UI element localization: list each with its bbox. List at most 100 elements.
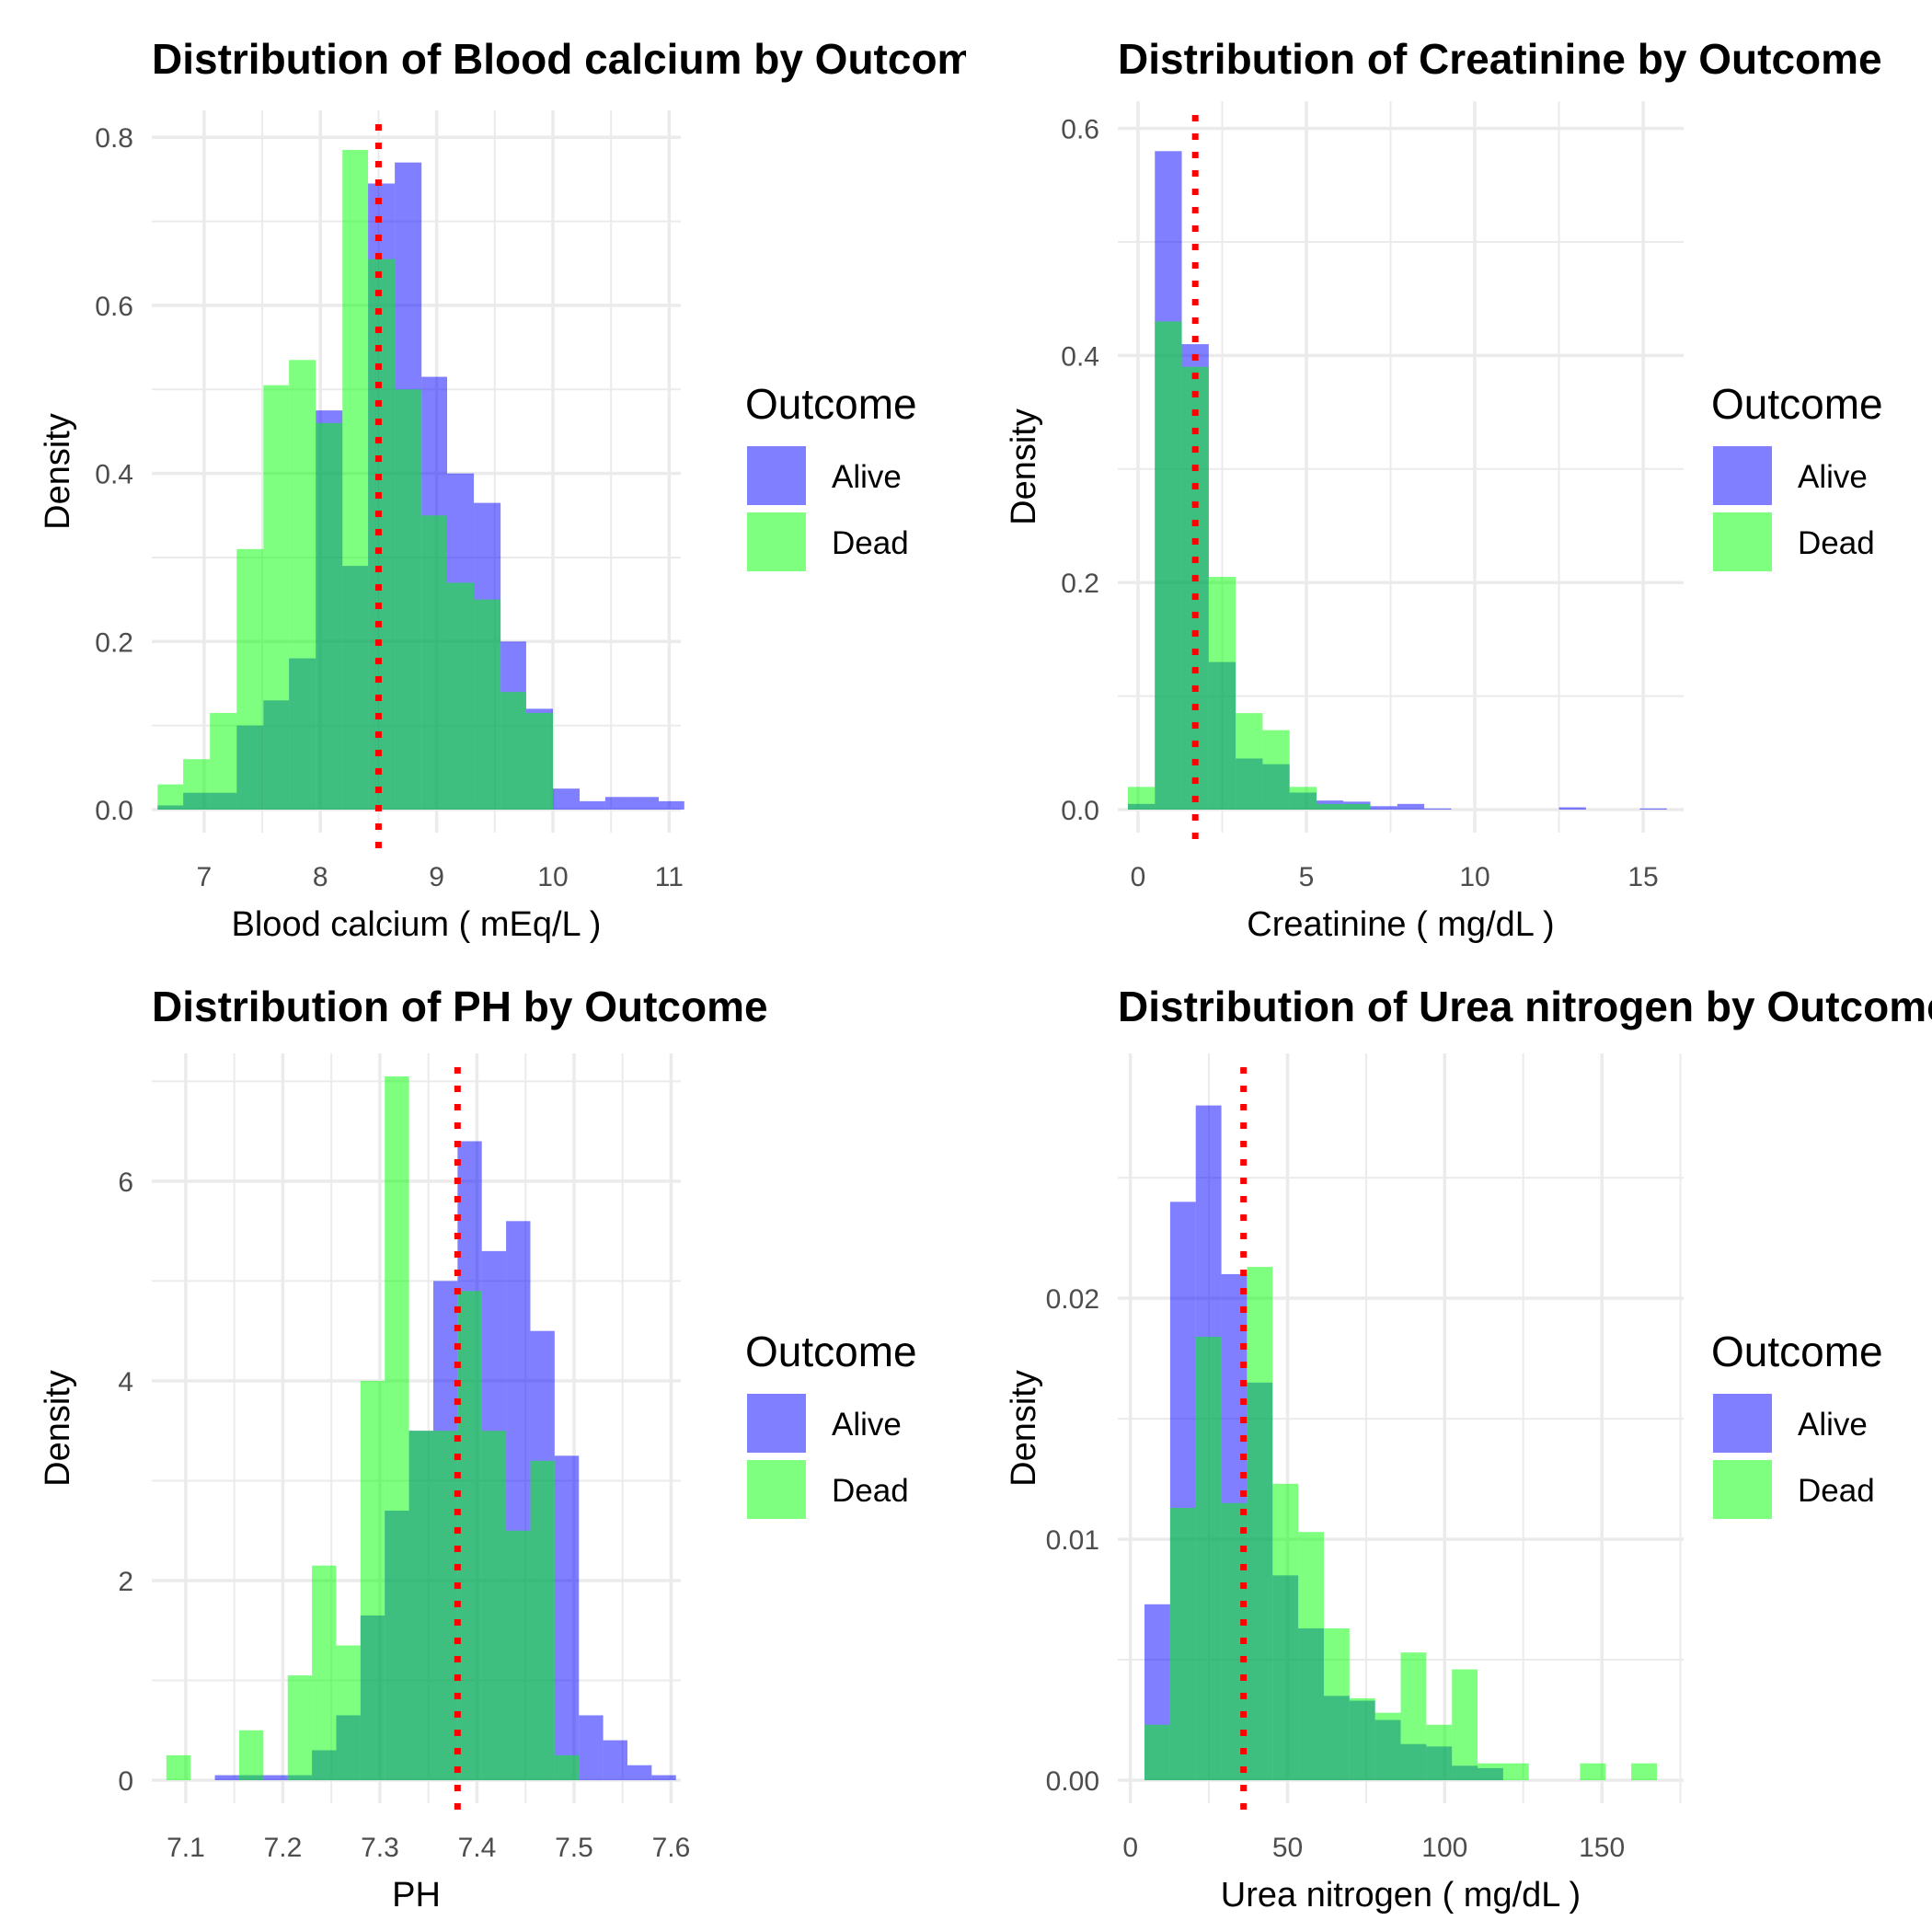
bar-dead xyxy=(481,1431,507,1780)
bar-dead xyxy=(336,1645,361,1780)
bar-alive xyxy=(579,1715,604,1780)
bar-dead xyxy=(157,784,184,810)
bar-dead xyxy=(1181,366,1209,810)
legend-key-alive xyxy=(747,1394,806,1453)
legend-label-alive: Alive xyxy=(832,459,902,495)
y-tick-label: 0.6 xyxy=(95,292,133,322)
bar-dead xyxy=(360,1380,385,1780)
bar-dead xyxy=(1155,321,1182,811)
bar-dead xyxy=(316,422,343,810)
bar-dead xyxy=(1502,1763,1529,1780)
y-tick-label: 0 xyxy=(118,1766,133,1797)
chart-title: Distribution of PH by Outcome xyxy=(152,983,768,1030)
x-axis-label: Urea nitrogen ( mg/dL ) xyxy=(1221,1876,1581,1915)
y-tick-label: 0.4 xyxy=(95,460,133,490)
legend-key-dead xyxy=(747,512,806,571)
legend-title: Outcome xyxy=(1711,1328,1883,1375)
bar-dead xyxy=(1478,1763,1503,1780)
chart-title: Distribution of Urea nitrogen by Outcome xyxy=(1118,983,1932,1030)
y-axis-label: Density xyxy=(1005,1370,1043,1487)
legend-label-alive: Alive xyxy=(1798,459,1868,495)
x-tick-label: 10 xyxy=(537,862,568,892)
legend-key-dead xyxy=(747,1460,806,1519)
chart-title: Distribution of Creatinine by Outcome xyxy=(1118,35,1882,83)
panel-blood-calcium: 7 8 9 10 11 0.0 0.2 0.4 0.6 0.8 Distribution of Bl… xyxy=(0,0,966,966)
y-tick-label: 0.01 xyxy=(1046,1525,1099,1556)
y-axis-label: Density xyxy=(1005,408,1043,525)
bar-alive xyxy=(603,1740,627,1780)
bar-dead xyxy=(1262,730,1290,810)
bar-dead xyxy=(525,712,553,810)
panel-creatinine: 0 5 10 15 0.0 0.2 0.4 0.6 Distribution of Creati… xyxy=(966,0,1932,966)
bar-dead xyxy=(1374,1712,1401,1780)
histogram-svg: 7 8 9 10 11 0.0 0.2 0.4 0.6 0.8 Distribution of Bl… xyxy=(39,35,966,944)
y-tick-label: 0.00 xyxy=(1046,1766,1099,1797)
bar-dead xyxy=(1400,1652,1427,1780)
x-tick-label: 100 xyxy=(1421,1833,1467,1863)
bar-dead xyxy=(395,389,422,810)
bar-alive xyxy=(1370,806,1397,810)
bar-dead xyxy=(1343,803,1371,810)
series-dead xyxy=(1144,1267,1657,1780)
bar-dead xyxy=(210,712,237,810)
bar-alive xyxy=(554,1455,580,1780)
x-tick-label: 0 xyxy=(1131,862,1146,892)
bar-dead xyxy=(1323,1627,1350,1780)
x-tick-label: 15 xyxy=(1627,862,1658,892)
y-tick-label: 0.8 xyxy=(95,123,133,154)
bar-alive xyxy=(552,788,581,810)
bar-dead xyxy=(1195,1337,1222,1780)
bar-dead xyxy=(1349,1697,1375,1780)
bar-dead xyxy=(474,599,501,810)
histogram-svg: 0 50 100 150 0.00 0.01 0.02 Distribution of Ure… xyxy=(1005,983,1932,1915)
y-tick-label: 0.6 xyxy=(1061,115,1099,145)
bar-dead xyxy=(289,360,316,810)
x-tick-label: 50 xyxy=(1272,1833,1303,1863)
bars xyxy=(1127,151,1667,811)
x-tick-label: 9 xyxy=(429,862,444,892)
bar-alive xyxy=(1558,807,1586,810)
bar-dead xyxy=(421,515,447,810)
series-dead xyxy=(1127,321,1371,811)
bar-dead xyxy=(1426,1724,1453,1780)
bar-dead xyxy=(1127,787,1156,810)
bar-dead xyxy=(1298,1532,1324,1780)
bar-dead xyxy=(1169,1508,1196,1780)
x-tick-label: 0 xyxy=(1122,1833,1138,1863)
bar-alive xyxy=(580,800,605,810)
bar-dead xyxy=(1452,1669,1478,1780)
legend-key-alive xyxy=(1713,1394,1772,1453)
bars xyxy=(157,149,684,811)
legend-label-alive: Alive xyxy=(832,1407,902,1443)
bar-alive xyxy=(631,797,659,810)
bar-dead xyxy=(263,385,290,810)
x-tick-label: 7.2 xyxy=(264,1833,303,1863)
legend-label-dead: Dead xyxy=(1798,1473,1875,1509)
bar-alive xyxy=(627,1765,652,1780)
legend-key-dead xyxy=(1713,1460,1772,1519)
bar-alive xyxy=(1639,808,1667,810)
bar-dead xyxy=(1236,713,1263,810)
bar-dead xyxy=(1631,1763,1657,1780)
legend-title: Outcome xyxy=(1711,380,1883,428)
histogram-svg: 0 5 10 15 0.0 0.2 0.4 0.6 Distribution of Creati… xyxy=(1005,35,1883,944)
bar-dead xyxy=(287,1675,313,1780)
bar-dead xyxy=(238,1730,264,1780)
legend-key-dead xyxy=(1713,512,1772,571)
legend: Outcome Alive Dead xyxy=(745,1328,917,1521)
bar-dead xyxy=(183,759,211,810)
bar-dead xyxy=(457,1291,482,1780)
bar-alive xyxy=(658,800,684,810)
x-tick-label: 7.3 xyxy=(361,1833,399,1863)
y-tick-label: 0.2 xyxy=(95,627,133,658)
bar-dead xyxy=(530,1460,555,1780)
bar-alive xyxy=(604,797,632,810)
legend: Outcome Alive Dead xyxy=(745,380,917,573)
bar-dead xyxy=(342,149,369,811)
bar-alive xyxy=(1424,808,1452,810)
histogram-svg: 7.1 7.2 7.3 7.4 7.5 7.6 0 2 4 6 Distribution of PH… xyxy=(39,983,917,1915)
bar-alive xyxy=(263,1775,288,1780)
bar-dead xyxy=(1144,1724,1170,1780)
y-tick-label: 0.2 xyxy=(1061,569,1099,599)
